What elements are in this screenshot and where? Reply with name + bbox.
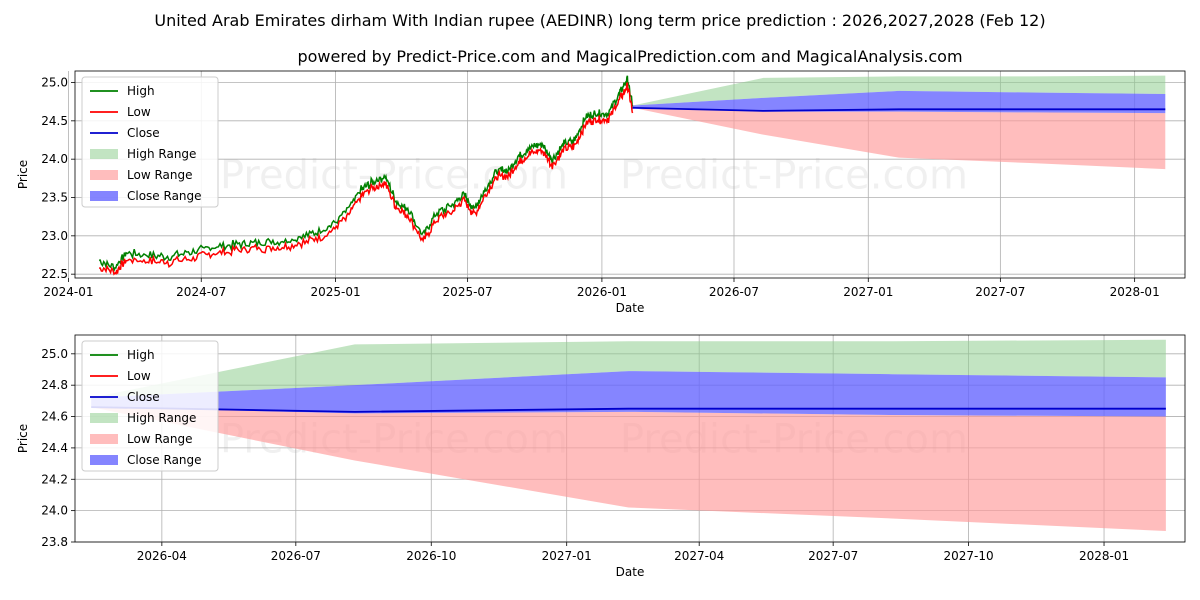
y-tick-label: 23.0	[41, 229, 68, 243]
y-tick-label: 24.8	[41, 378, 68, 392]
bottom-panel: Predict-Price.comPredict-Price.com2026-0…	[16, 334, 1186, 579]
top-panel: Predict-Price.com Predict-Price.com2024-0…	[16, 70, 1186, 315]
x-tick-label: 2027-07	[808, 549, 858, 563]
legend-low-label: Low	[127, 369, 151, 383]
chart-title: United Arab Emirates dirham With Indian …	[154, 11, 1045, 30]
y-tick-label: 22.5	[41, 267, 68, 281]
y-tick-label: 24.0	[41, 504, 68, 518]
x-tick-label: 2026-04	[137, 549, 187, 563]
legend-low-range-swatch	[90, 170, 118, 180]
close-range-band	[91, 371, 1166, 417]
y-tick-label: 23.5	[41, 191, 68, 205]
legend-low-range-swatch	[90, 434, 118, 444]
y-tick-label: 24.2	[41, 472, 68, 486]
y-tick-label: 24.0	[41, 152, 68, 166]
watermark: Predict-Price.com	[620, 153, 968, 199]
legend-close-range-label: Close Range	[127, 453, 202, 467]
y-tick-label: 25.0	[41, 347, 68, 361]
x-tick-label: 2026-10	[406, 549, 456, 563]
plot-area	[91, 339, 1166, 532]
low-range-band	[91, 407, 1166, 532]
legend-close-label: Close	[127, 126, 160, 140]
high-line	[99, 75, 634, 273]
legend-low-range-label: Low Range	[127, 168, 192, 182]
low-line	[99, 82, 634, 276]
legend-close-range-swatch	[90, 191, 118, 201]
legend-high-range-label: High Range	[127, 147, 196, 161]
x-axis-label: Date	[616, 565, 645, 579]
y-axis-label: Price	[16, 160, 30, 189]
y-axis-label: Price	[16, 424, 30, 453]
axes-frame	[74, 334, 1186, 543]
y-tick-label: 25.0	[41, 76, 68, 90]
x-axis-label: Date	[616, 301, 645, 315]
close-range-band	[632, 90, 1166, 114]
low-range-band	[632, 107, 1166, 170]
legend-close-range-label: Close Range	[127, 189, 202, 203]
high-range-band	[632, 75, 1166, 106]
legend-high-label: High	[127, 84, 155, 98]
chart-subtitle: powered by Predict-Price.com and Magical…	[297, 47, 962, 66]
close-line	[91, 406, 1166, 413]
legend-high-range-swatch	[90, 413, 118, 423]
axes-frame	[74, 70, 1186, 279]
x-tick-label: 2027-01	[843, 285, 893, 299]
high-range-band	[91, 339, 1166, 398]
y-tick-label: 24.5	[41, 114, 68, 128]
legend-high-range-swatch	[90, 149, 118, 159]
x-tick-label: 2024-01	[43, 285, 93, 299]
legend-high-range-label: High Range	[127, 411, 196, 425]
plot-area	[99, 75, 1166, 276]
x-tick-label: 2027-07	[975, 285, 1025, 299]
y-tick-label: 24.6	[41, 410, 68, 424]
x-tick-label: 2025-01	[310, 285, 360, 299]
x-tick-label: 2027-10	[944, 549, 994, 563]
x-tick-label: 2025-07	[443, 285, 493, 299]
x-tick-label: 2028-01	[1079, 549, 1129, 563]
legend-high-label: High	[127, 348, 155, 362]
legend-close-range-swatch	[90, 455, 118, 465]
legend-low-range-label: Low Range	[127, 432, 192, 446]
x-tick-label: 2027-04	[674, 549, 724, 563]
y-tick-label: 23.8	[41, 535, 68, 549]
x-tick-label: 2024-07	[176, 285, 226, 299]
x-tick-label: 2028-01	[1110, 285, 1160, 299]
close-line	[632, 106, 1166, 112]
x-tick-label: 2027-01	[542, 549, 592, 563]
x-tick-label: 2026-07	[271, 549, 321, 563]
x-tick-label: 2026-07	[709, 285, 759, 299]
legend-close-label: Close	[127, 390, 160, 404]
x-tick-label: 2026-01	[577, 285, 627, 299]
legend-low-label: Low	[127, 105, 151, 119]
y-tick-label: 24.4	[41, 441, 68, 455]
